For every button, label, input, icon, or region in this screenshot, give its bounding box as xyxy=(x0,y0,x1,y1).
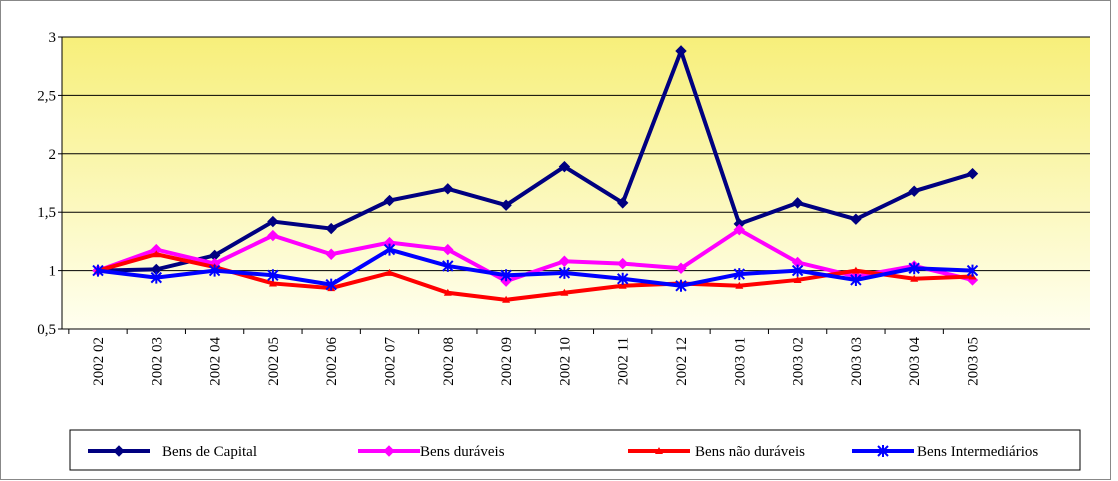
legend-label: Bens duráveis xyxy=(420,444,505,460)
marker xyxy=(383,243,396,256)
marker xyxy=(558,255,571,267)
x-tick-label: 2003 02 xyxy=(791,337,807,386)
marker xyxy=(383,194,396,207)
marker xyxy=(383,445,395,457)
marker xyxy=(616,272,629,285)
marker xyxy=(500,199,512,211)
marker xyxy=(502,295,511,303)
marker xyxy=(267,269,279,282)
marker xyxy=(850,213,862,225)
marker xyxy=(442,259,454,272)
x-tick-label: 2002 11 xyxy=(616,337,632,385)
marker xyxy=(325,222,337,235)
marker xyxy=(268,279,277,287)
marker xyxy=(675,279,687,292)
marker xyxy=(267,215,279,228)
marker xyxy=(616,197,629,209)
marker xyxy=(558,266,571,279)
x-tick-label: 2002 04 xyxy=(208,337,224,386)
marker xyxy=(908,185,920,197)
marker xyxy=(558,160,571,173)
marker xyxy=(500,269,512,282)
marker xyxy=(966,264,979,277)
x-tick-label: 2002 10 xyxy=(557,337,573,386)
x-tick-label: 2003 04 xyxy=(907,337,923,386)
legend-label: Bens de Capital xyxy=(162,444,257,460)
marker xyxy=(152,250,161,258)
x-tick-label: 2003 01 xyxy=(732,337,748,386)
marker xyxy=(325,248,337,260)
marker xyxy=(150,271,163,284)
series-line xyxy=(97,227,973,284)
marker xyxy=(733,268,746,281)
marker xyxy=(851,266,860,274)
y-tick-label: 1,5 xyxy=(37,205,56,221)
marker xyxy=(877,445,889,457)
marker xyxy=(443,288,452,296)
x-tick-label: 2002 02 xyxy=(91,337,107,386)
y-tick-label: 2,5 xyxy=(37,88,56,104)
marker xyxy=(442,243,454,256)
marker xyxy=(267,229,279,242)
marker xyxy=(92,264,104,277)
marker xyxy=(793,275,802,283)
x-tick-label: 2002 06 xyxy=(324,337,340,386)
marker xyxy=(910,274,919,282)
marker xyxy=(113,445,125,457)
x-tick-label: 2002 07 xyxy=(383,337,399,386)
marker xyxy=(791,197,804,209)
y-tick-label: 3 xyxy=(49,30,57,46)
series-line xyxy=(97,45,974,273)
x-tick-label: 2002 12 xyxy=(674,337,690,386)
legend-label: Bens não duráveis xyxy=(695,444,805,460)
marker xyxy=(850,273,862,286)
y-tick-label: 2 xyxy=(49,147,57,163)
marker xyxy=(655,447,663,454)
marker xyxy=(385,268,394,276)
marker xyxy=(735,281,744,289)
marker xyxy=(616,257,629,270)
marker xyxy=(791,264,804,277)
marker xyxy=(966,167,979,180)
marker xyxy=(325,278,337,291)
marker xyxy=(675,45,687,57)
x-tick-label: 2002 03 xyxy=(149,337,165,386)
y-tick-label: 1 xyxy=(49,264,57,280)
marker xyxy=(442,183,454,195)
marker xyxy=(908,262,920,275)
legend-label: Bens Intermediários xyxy=(917,444,1038,460)
y-tick-label: 0,5 xyxy=(37,322,56,338)
x-tick-label: 2002 05 xyxy=(266,337,282,386)
marker xyxy=(208,264,221,277)
x-tick-label: 2003 05 xyxy=(966,337,982,386)
marker xyxy=(733,224,746,236)
x-tick-label: 2002 09 xyxy=(499,337,515,386)
marker xyxy=(618,281,627,289)
x-tick-label: 2002 08 xyxy=(441,337,457,386)
series-line xyxy=(97,247,973,288)
marker xyxy=(560,288,569,296)
marker xyxy=(675,262,687,274)
x-tick-label: 2003 03 xyxy=(849,337,865,386)
